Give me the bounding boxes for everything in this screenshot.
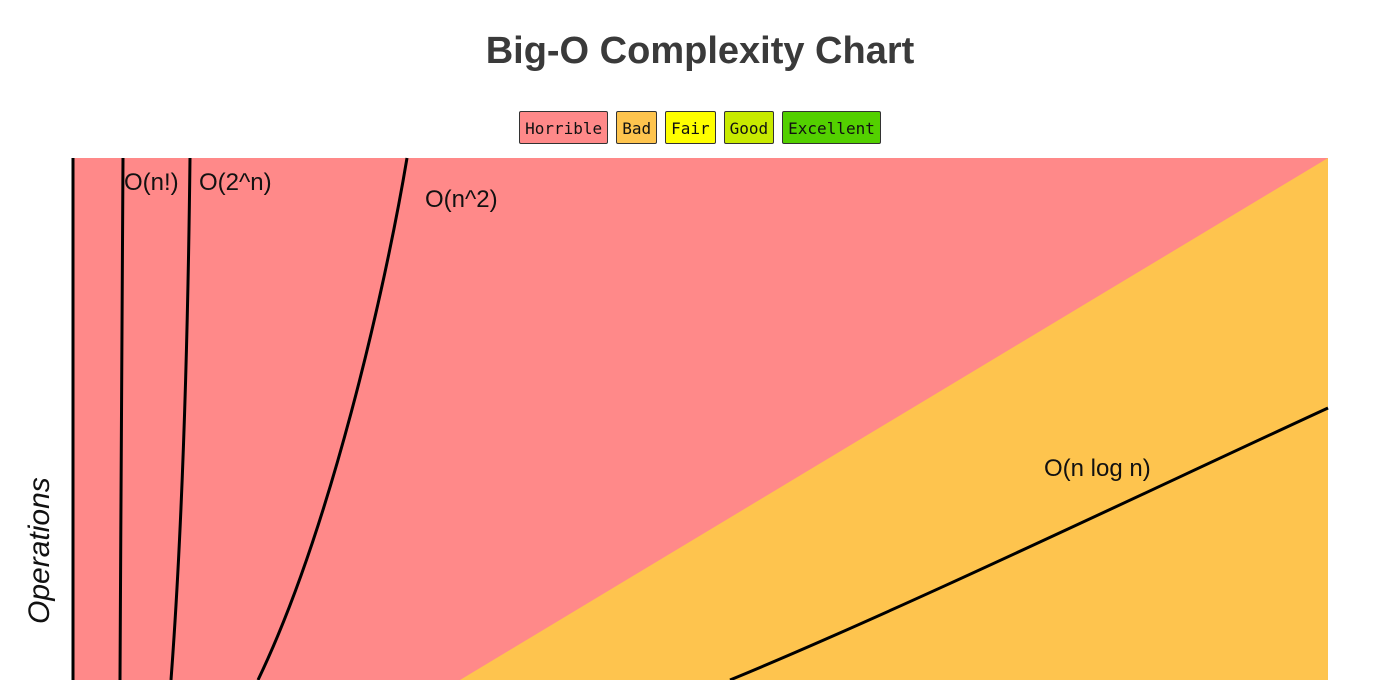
curve-exponential [169, 157, 192, 680]
legend-item-good: Good [723, 111, 775, 144]
legend-item-horrible: Horrible [519, 111, 609, 144]
legend: Horrible Bad Fair Good Excellent [0, 111, 1400, 144]
series-label-exponential: O(2^n) [199, 169, 272, 196]
y-axis-label: Operations [23, 477, 56, 624]
chart-title: Big-O Complexity Chart [485, 30, 915, 72]
curve-quadratic [256, 157, 409, 680]
legend-item-excellent: Excellent [782, 111, 881, 144]
legend-item-bad: Bad [616, 111, 658, 144]
curve-factorial [118, 157, 125, 680]
curve-nlogn [729, 406, 1329, 680]
legend-item-fair: Fair [665, 111, 716, 144]
series-label-factorial: O(n!) [124, 169, 179, 196]
series-label-quadratic: O(n^2) [425, 186, 498, 213]
region-bad [460, 158, 1328, 680]
series-label-nlogn: O(n log n) [1044, 455, 1151, 482]
